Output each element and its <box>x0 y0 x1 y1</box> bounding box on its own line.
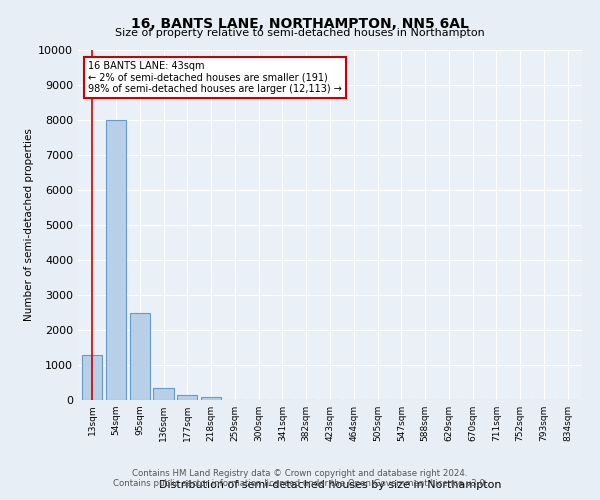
Text: 16, BANTS LANE, NORTHAMPTON, NN5 6AL: 16, BANTS LANE, NORTHAMPTON, NN5 6AL <box>131 18 469 32</box>
Text: Size of property relative to semi-detached houses in Northampton: Size of property relative to semi-detach… <box>115 28 485 38</box>
Bar <box>82 354 103 400</box>
Y-axis label: Number of semi-detached properties: Number of semi-detached properties <box>24 128 34 322</box>
X-axis label: Distribution of semi-detached houses by size in Northampton: Distribution of semi-detached houses by … <box>159 480 501 490</box>
Bar <box>177 396 197 400</box>
Bar <box>106 120 126 400</box>
Text: Contains public sector information licensed under the Open Government Licence v3: Contains public sector information licen… <box>113 478 487 488</box>
Bar <box>130 312 150 400</box>
Text: Contains HM Land Registry data © Crown copyright and database right 2024.: Contains HM Land Registry data © Crown c… <box>132 468 468 477</box>
Bar <box>201 396 221 400</box>
Text: 16 BANTS LANE: 43sqm
← 2% of semi-detached houses are smaller (191)
98% of semi-: 16 BANTS LANE: 43sqm ← 2% of semi-detach… <box>88 60 342 94</box>
Bar <box>154 388 173 400</box>
